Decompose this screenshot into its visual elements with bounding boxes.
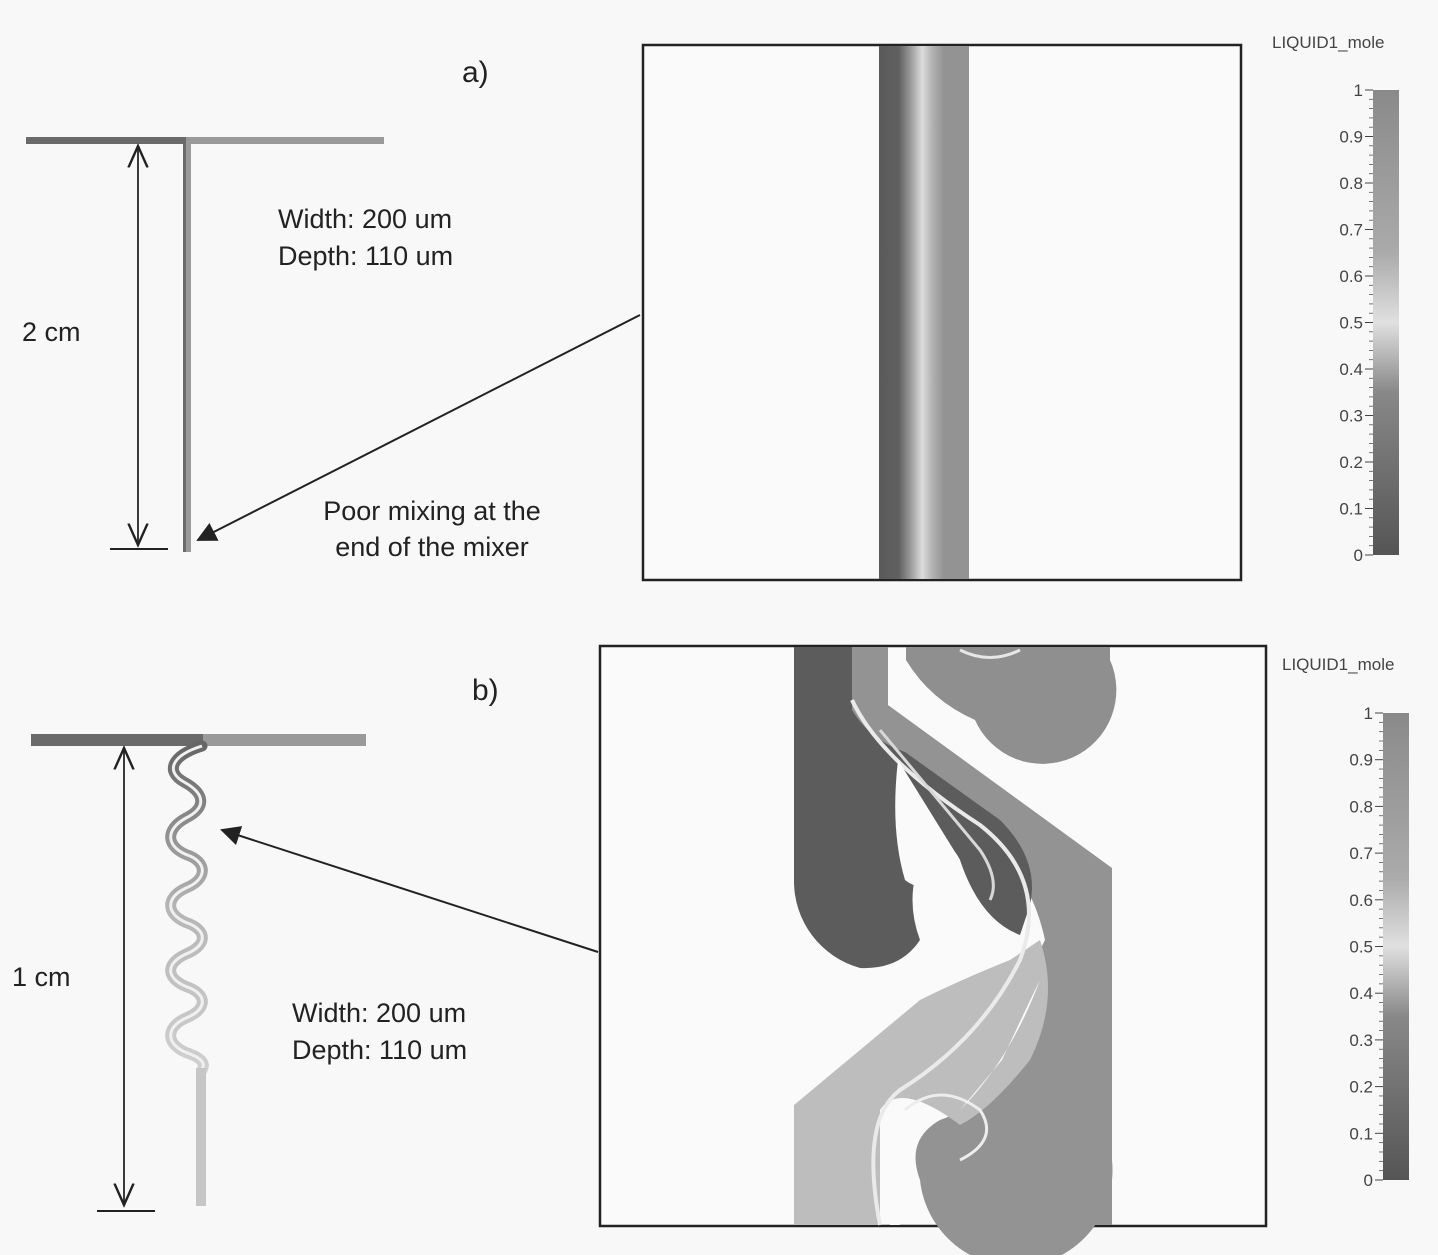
colorbar-tick-label: 0.6: [1339, 267, 1363, 286]
colorbar-tick-label: 0.4: [1339, 360, 1363, 379]
inlet-channel-right: [186, 137, 384, 144]
inlet-channel-left: [26, 137, 186, 144]
length-label: 2 cm: [22, 317, 81, 347]
width-text: Width: 200 um: [278, 204, 452, 234]
serpentine-mixer-schematic: [31, 734, 366, 1206]
length-dimension: [110, 146, 168, 550]
mixing-channel-left-stream: [183, 144, 186, 552]
light-stream-region: [848, 647, 1113, 1255]
colorbar-tick-label: 0.8: [1339, 174, 1363, 193]
depth-text: Depth: 110 um: [278, 241, 453, 271]
colorbar-tick-label: 0.8: [1349, 797, 1373, 816]
colorbar-tick-label: 0.6: [1349, 891, 1373, 910]
concentration-stream: [879, 46, 969, 579]
wall-cutout-1: [895, 760, 960, 887]
colorbar-tick-label: 0.4: [1349, 984, 1373, 1003]
colorbar-tick-label: 1: [1364, 704, 1373, 723]
width-text: Width: 200 um: [292, 998, 466, 1028]
colorbar-tick-label: 0.5: [1339, 314, 1363, 333]
inlet-channel-right: [203, 734, 366, 746]
callout-arrow-b: [220, 826, 599, 953]
colorbar-tick-label: 1: [1354, 81, 1363, 100]
colorbar-a: LIQUID1_mole 0 0.1 0.2 0.3 0.4 0.5 0.6 0.7 0.8 0.…: [1272, 33, 1399, 565]
colorbar-title: LIQUID1_mole: [1272, 33, 1384, 52]
colorbar-tick-label: 0.2: [1349, 1078, 1373, 1097]
colorbar-ticks: 0 0.1 0.2 0.3 0.4 0.5 0.6 0.7 0.8 0.9 1: [1339, 81, 1373, 565]
colorbar-tick-label: 0.9: [1339, 128, 1363, 147]
colorbar-ticks: 0 0.1 0.2 0.3 0.4 0.5 0.6 0.7 0.8 0.9 1: [1349, 704, 1383, 1190]
length-dimension: [97, 748, 155, 1212]
panel-a: a) 2 cm Width: 200 um Depth: 110 um Poor…: [22, 33, 1399, 582]
panel-b-label: b): [472, 674, 499, 707]
colorbar-tick-label: 0.3: [1349, 1031, 1373, 1050]
colorbar-gradient: [1373, 90, 1399, 555]
colorbar-tick-label: 0.1: [1339, 500, 1363, 519]
mixing-channel-right-stream: [186, 144, 191, 552]
upper-bend: [906, 647, 1117, 764]
colorbar-tick-label: 0: [1364, 1171, 1373, 1190]
colorbar-tick-label: 0.7: [1349, 844, 1373, 863]
panel-a-label: a): [462, 56, 489, 89]
colorbar-tick-label: 0: [1354, 546, 1363, 565]
colorbar-b: LIQUID1_mole 0 0.1 0.2 0.3 0.4 0.5 0.6 0.7 0.8 0.…: [1282, 655, 1409, 1190]
mixed-stream-region: [794, 940, 1048, 1225]
outlet-channel: [196, 1068, 206, 1206]
callout-arrow-a: [196, 314, 641, 541]
colorbar-tick-label: 0.9: [1349, 751, 1373, 770]
colorbar-tick-label: 0.5: [1349, 938, 1373, 957]
colorbar-tick-label: 0.1: [1349, 1124, 1373, 1143]
colorbar-gradient: [1383, 713, 1409, 1180]
annotation-line-2: end of the mixer: [335, 532, 529, 562]
interface-line-1: [850, 699, 1031, 1226]
t-mixer-schematic: [26, 137, 384, 552]
simulation-view-a: [641, 43, 1243, 582]
serpentine-channel-core: [169, 744, 205, 1071]
inlet-channel-left: [31, 734, 203, 746]
colorbar-tick-label: 0.7: [1339, 221, 1363, 240]
interface-line-2: [878, 729, 995, 901]
panel-b: b) 1 cm Width: 200 um Depth: 110 um: [12, 644, 1409, 1255]
colorbar-tick-label: 0.3: [1339, 407, 1363, 426]
interface-line-3: [904, 1093, 989, 1162]
annotation-line-1: Poor mixing at the: [323, 496, 541, 526]
colorbar-tick-label: 0.2: [1339, 453, 1363, 472]
colorbar-title: LIQUID1_mole: [1282, 655, 1394, 674]
depth-text: Depth: 110 um: [292, 1035, 467, 1065]
length-label: 1 cm: [12, 962, 71, 992]
simulation-view-b: [598, 644, 1268, 1255]
